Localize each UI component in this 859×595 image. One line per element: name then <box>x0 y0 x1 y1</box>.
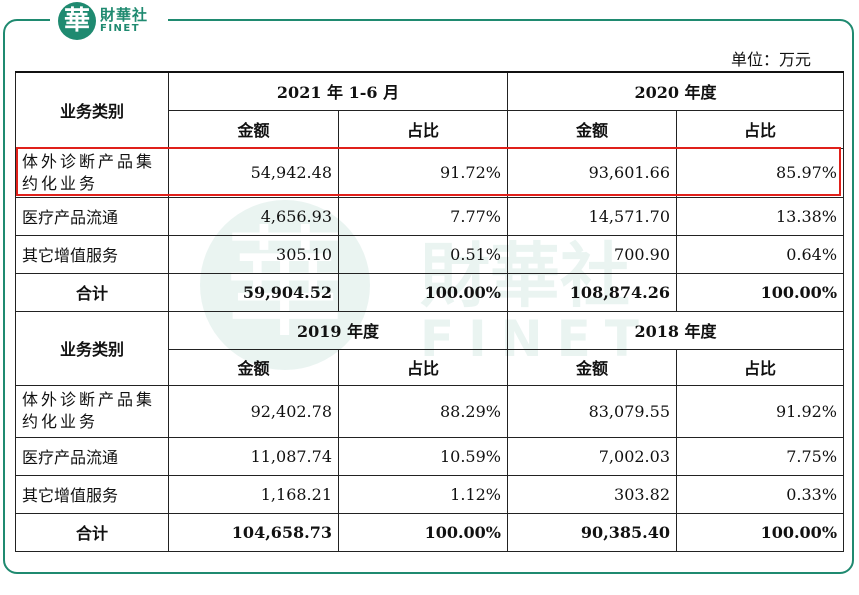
table-cell: 7,002.03 <box>507 436 677 476</box>
table-cell: 7.77% <box>338 196 508 236</box>
table-cell: 11,087.74 <box>168 436 339 476</box>
table-row: 医疗产品流通 4,656.93 7.77% 14,571.70 13.38% <box>15 196 845 236</box>
table-cell: 305.10 <box>168 234 339 274</box>
table-row: 医疗产品流通 11,087.74 10.59% 7,002.03 7.75% <box>15 436 845 476</box>
column-header: 金额 <box>168 348 339 386</box>
table2-subheader-row: 金额 占比 金额 占比 <box>16 348 845 386</box>
table-cell: 85.97% <box>675 147 845 198</box>
table-cell: 88.29% <box>338 384 508 438</box>
finet-logo: 華 財華社 FINET <box>50 0 168 42</box>
table-cell: 93,601.66 <box>507 147 677 198</box>
table-cell: 7.75% <box>675 436 845 476</box>
column-header: 金额 <box>168 109 339 149</box>
column-header: 占比 <box>675 348 845 386</box>
table-cell: 100.00% <box>675 272 845 312</box>
table-cell: 100.00% <box>338 512 508 552</box>
table-row: 其它增值服务 1,168.21 1.12% 303.82 0.33% <box>15 474 845 514</box>
table-cell: 104,658.73 <box>168 512 339 552</box>
table-cell: 700.90 <box>507 234 677 274</box>
table1-category-header: 业务类别 <box>15 71 169 149</box>
row-label: 其它增值服务 <box>15 474 169 514</box>
table-cell: 100.00% <box>338 272 508 312</box>
logo-emblem-icon: 華 <box>58 2 96 40</box>
row-label: 体外诊断产品集约化业务 <box>15 147 169 198</box>
table-cell: 0.64% <box>675 234 845 274</box>
table1-subheader-row: 金额 占比 金额 占比 <box>16 109 845 149</box>
table2-period-2: 2018 年度 <box>506 310 845 350</box>
table2-category-header: 业务类别 <box>15 310 169 386</box>
column-header: 占比 <box>338 109 508 149</box>
table-total-row: 合计 59,904.52 100.00% 108,874.26 100.00% <box>15 272 845 312</box>
table-cell: 54,942.48 <box>168 147 339 198</box>
logo-english-name: FINET <box>100 23 141 34</box>
content-frame <box>3 19 854 574</box>
table-cell: 1,168.21 <box>168 474 339 514</box>
column-header: 金额 <box>507 109 677 149</box>
table-cell: 0.33% <box>675 474 845 514</box>
unit-label: 单位：万元 <box>730 50 811 69</box>
table-cell: 59,904.52 <box>168 272 339 312</box>
row-label: 合计 <box>15 272 169 312</box>
table-cell: 0.51% <box>338 234 508 274</box>
table-cell: 303.82 <box>507 474 677 514</box>
column-header: 占比 <box>338 348 508 386</box>
table-cell: 4,656.93 <box>168 196 339 236</box>
table-row: 体外诊断产品集约化业务 92,402.78 88.29% 83,079.55 9… <box>15 384 845 438</box>
table-cell: 100.00% <box>675 512 845 552</box>
table-cell: 13.38% <box>675 196 845 236</box>
table-cell: 83,079.55 <box>507 384 677 438</box>
table1-period-2: 2020 年度 <box>506 71 845 111</box>
column-header: 占比 <box>675 109 845 149</box>
logo-chinese-name: 財華社 <box>100 6 149 24</box>
row-label: 医疗产品流通 <box>15 196 169 236</box>
table2-period-1: 2019 年度 <box>168 310 508 350</box>
row-label: 医疗产品流通 <box>15 436 169 476</box>
column-header: 金额 <box>507 348 677 386</box>
table-row: 其它增值服务 305.10 0.51% 700.90 0.64% <box>15 234 845 274</box>
table-cell: 91.92% <box>675 384 845 438</box>
table1-header-row: 业务类别 2021 年 1-6 月 2020 年度 <box>15 71 845 149</box>
table-cell: 108,874.26 <box>507 272 677 312</box>
table-cell: 14,571.70 <box>507 196 677 236</box>
table-cell: 91.72% <box>338 147 508 198</box>
table-cell: 90,385.40 <box>507 512 677 552</box>
revenue-by-business-table: 业务类别 2021 年 1-6 月 2020 年度 金额 占比 金额 占比 体外… <box>15 71 845 552</box>
table-cell: 10.59% <box>338 436 508 476</box>
table2-header-row: 业务类别 2019 年度 2018 年度 <box>15 310 845 386</box>
row-label: 其它增值服务 <box>15 234 169 274</box>
table-cell: 92,402.78 <box>168 384 339 438</box>
table-cell: 1.12% <box>338 474 508 514</box>
table-total-row: 合计 104,658.73 100.00% 90,385.40 100.00% <box>15 512 845 552</box>
row-label: 体外诊断产品集约化业务 <box>15 384 169 438</box>
table-row: 体外诊断产品集约化业务 54,942.48 91.72% 93,601.66 8… <box>15 147 845 198</box>
table1-period-1: 2021 年 1-6 月 <box>168 71 508 111</box>
row-label: 合计 <box>15 512 169 552</box>
